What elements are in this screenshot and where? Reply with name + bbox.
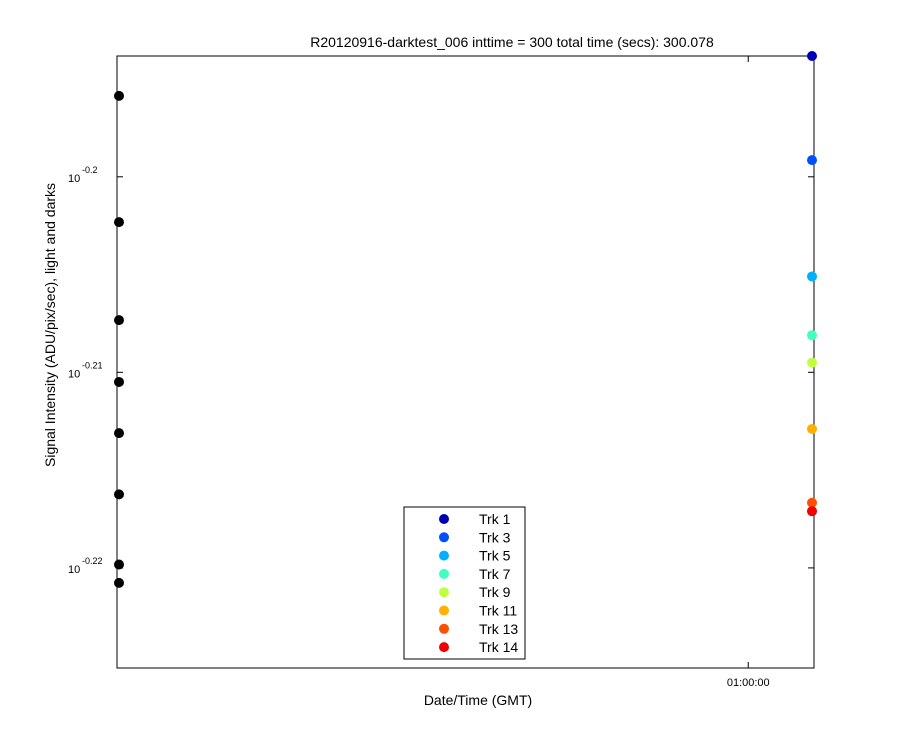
dark-point (114, 489, 124, 500)
data-points (114, 51, 817, 588)
x-axis: 01:00:00 (727, 56, 770, 689)
legend-marker (439, 532, 449, 543)
dark-point (114, 376, 124, 387)
y-tick-label: 10 (68, 564, 80, 576)
legend-label: Trk 11 (479, 603, 517, 619)
series-point (807, 51, 817, 61)
x-axis-label: Date/Time (GMT) (424, 692, 532, 708)
legend: Trk 1 Trk 3 Trk 5 Trk 7 Trk 9 Trk 11 Trk 13 Trk… (403, 506, 526, 660)
series-point (807, 357, 817, 368)
series-point (807, 423, 817, 434)
dark-point (114, 315, 124, 326)
y-tick-label: 10 (68, 173, 80, 185)
legend-label: Trk 13 (479, 621, 518, 637)
series-point (807, 330, 817, 341)
legend-label: Trk 14 (479, 639, 518, 655)
series-point (807, 506, 817, 517)
series-point (807, 271, 817, 282)
y-tick-label: 10 (68, 368, 80, 380)
legend-label: Trk 5 (479, 548, 511, 564)
y-tick-exponent: -0.2 (82, 165, 98, 175)
legend-marker (439, 568, 449, 579)
dark-point (114, 217, 124, 228)
legend-marker (439, 605, 449, 616)
dark-point (114, 577, 124, 588)
legend-label: Trk 3 (479, 529, 511, 545)
series-point (807, 497, 817, 508)
series-point (807, 155, 817, 166)
chart-title: R20120916-darktest_006 inttime = 300 tot… (310, 34, 714, 50)
y-tick-exponent: -0.21 (82, 360, 103, 370)
legend-label: Trk 1 (479, 511, 511, 527)
legend-marker (439, 550, 449, 561)
legend-label: Trk 9 (479, 584, 511, 600)
legend-marker (439, 623, 449, 634)
legend-marker (439, 514, 449, 524)
legend-label: Trk 7 (479, 566, 511, 582)
dark-point (114, 559, 124, 570)
x-tick-label: 01:00:00 (727, 677, 770, 689)
y-axis-label: Signal Intensity (ADU/pix/sec), light an… (42, 183, 58, 467)
legend-marker (439, 642, 449, 653)
dark-point (114, 90, 124, 101)
dark-point (114, 428, 124, 439)
y-tick-exponent: -0.22 (82, 556, 103, 566)
legend-marker (439, 587, 449, 598)
legend-box (403, 506, 526, 660)
